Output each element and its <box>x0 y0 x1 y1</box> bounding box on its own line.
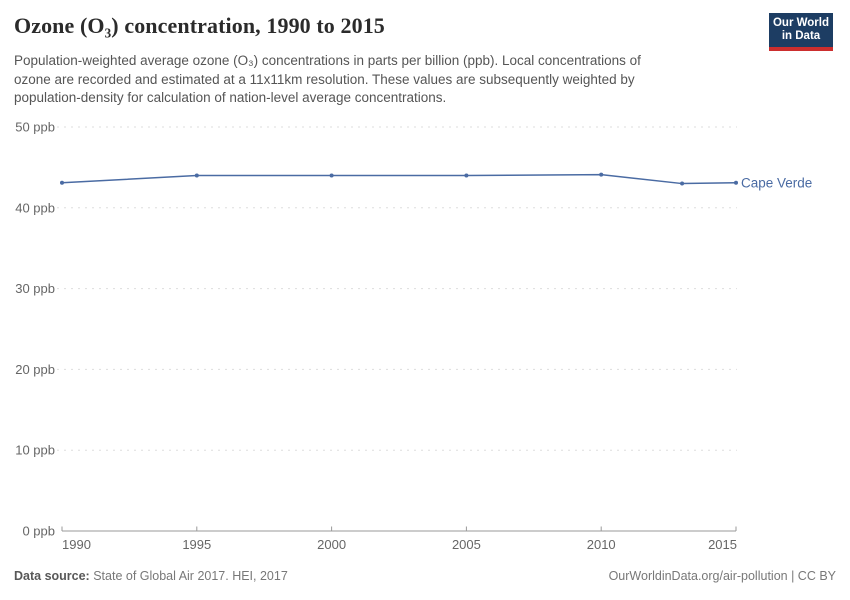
data-source-label: Data source: <box>14 569 90 583</box>
y-tick-label: 10 ppb <box>15 443 55 458</box>
x-tick-label: 1990 <box>62 537 91 552</box>
x-tick-label: 1995 <box>182 537 211 552</box>
x-tick-label: 2015 <box>708 537 737 552</box>
owid-logo[interactable]: Our World in Data <box>769 13 833 51</box>
data-source-text: State of Global Air 2017. HEI, 2017 <box>93 569 288 583</box>
logo-text-line2: in Data <box>781 30 821 42</box>
y-tick-label: 20 ppb <box>15 362 55 377</box>
data-point <box>599 172 604 177</box>
subtitle-line: Population-weighted average ozone (O₃) c… <box>14 53 641 68</box>
x-tick-label: 2000 <box>317 537 346 552</box>
y-tick-label: 0 ppb <box>22 524 55 539</box>
series-line <box>61 173 737 185</box>
y-tick-label: 50 ppb <box>15 120 55 135</box>
y-tick-label: 30 ppb <box>15 281 55 296</box>
data-point <box>60 180 64 185</box>
data-point <box>194 173 199 178</box>
data-point <box>680 181 685 186</box>
data-point <box>329 173 334 178</box>
chart-title: Ozone (O₃) concentration, 1990 to 2015 <box>14 13 385 38</box>
x-tick-label: 2005 <box>452 537 481 552</box>
series-label: Cape Verde <box>741 175 812 190</box>
y-tick-label: 40 ppb <box>15 200 55 215</box>
logo-text-line1: Our World <box>772 16 829 29</box>
subtitle-line: population-density for calculation of na… <box>14 90 447 105</box>
x-tick-label: 2010 <box>587 537 616 552</box>
chart-subtitle: Population-weighted average ozone (O₃) c… <box>14 52 641 108</box>
attribution-link[interactable]: OurWorldinData.org/air-pollution | CC BY <box>608 569 836 583</box>
data-source: Data source: State of Global Air 2017. H… <box>14 569 288 583</box>
data-point <box>464 173 469 178</box>
data-point <box>734 180 738 185</box>
subtitle-line: ozone are recorded and estimated at a 11… <box>14 71 635 87</box>
